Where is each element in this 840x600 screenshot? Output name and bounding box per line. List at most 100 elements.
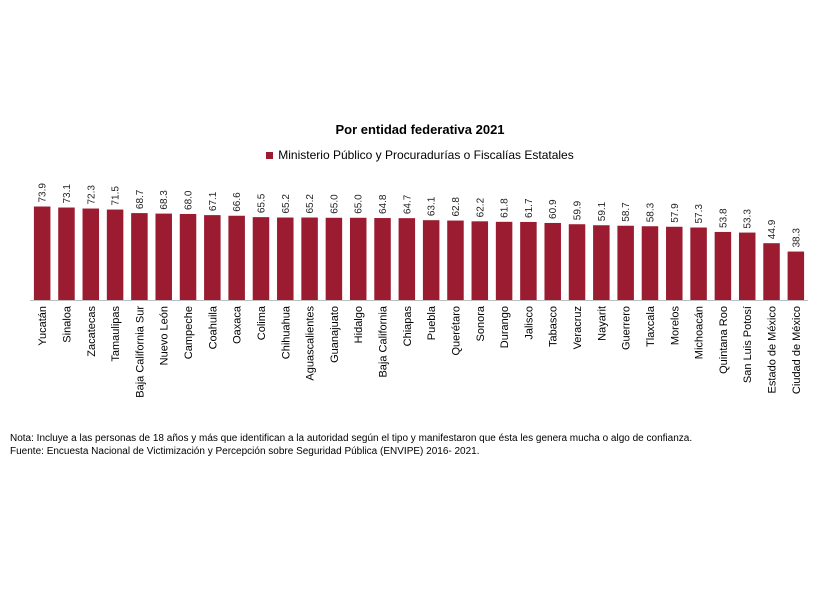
category-label: Chihuahua	[280, 305, 292, 359]
category-label: Oaxaca	[232, 305, 244, 344]
category-label: Jalisco	[523, 306, 535, 340]
bar	[106, 209, 124, 300]
value-label: 57.3	[694, 204, 705, 224]
bar	[544, 222, 561, 300]
value-label: 62.2	[475, 197, 486, 217]
value-label: 65.5	[256, 193, 267, 213]
bar	[617, 225, 634, 300]
category-label: Querétaro	[450, 306, 462, 356]
bar	[58, 207, 75, 300]
value-label: 57.9	[670, 203, 681, 223]
value-label: 68.7	[135, 189, 146, 209]
bar	[690, 227, 707, 300]
category-label: Tamaulipas	[110, 306, 122, 362]
category-label: Baja California Sur	[134, 306, 146, 398]
value-label: 67.1	[208, 191, 219, 211]
bar	[666, 226, 683, 300]
category-label: Aguascalientes	[305, 306, 317, 381]
bar	[738, 232, 756, 300]
legend-label: Ministerio Público y Procuradurías o Fis…	[278, 148, 574, 162]
bar	[301, 217, 318, 300]
value-label: 64.8	[378, 194, 389, 214]
category-label: Ciudad de México	[791, 306, 803, 394]
value-label: 72.3	[86, 185, 97, 205]
bar	[179, 213, 197, 300]
category-label: San Luis Potosí	[742, 306, 754, 383]
value-label: 65.2	[281, 194, 292, 214]
category-label: Guerrero	[621, 306, 633, 350]
value-label: 62.8	[451, 197, 462, 217]
category-label: Chiapas	[402, 306, 414, 347]
bar	[374, 218, 391, 300]
bar	[131, 213, 148, 300]
bar	[33, 206, 51, 300]
bar	[495, 221, 513, 300]
category-label: Campeche	[183, 306, 195, 359]
bar	[593, 225, 610, 300]
bar	[252, 217, 270, 300]
category-label: Guanajuato	[329, 306, 341, 363]
bar	[422, 220, 440, 300]
category-label: Morelos	[669, 306, 681, 346]
value-label: 58.7	[621, 202, 632, 222]
category-label: Yucatán	[37, 306, 49, 346]
category-label: Coahuila	[207, 305, 219, 349]
value-label: 68.3	[159, 190, 170, 210]
value-label: 65.0	[329, 194, 340, 214]
category-label: Zacatecas	[86, 306, 98, 357]
bar	[82, 208, 100, 300]
value-label: 68.0	[184, 190, 195, 210]
chart-title: Por entidad federativa 2021	[335, 122, 505, 137]
value-label: 58.3	[645, 202, 656, 222]
category-label: Estado de México	[767, 306, 779, 393]
category-label: Nayarit	[596, 306, 608, 341]
category-label: Tabasco	[548, 306, 560, 347]
value-label: 71.5	[111, 186, 122, 206]
bar	[471, 221, 489, 300]
category-label: Puebla	[426, 305, 438, 340]
bar	[155, 213, 172, 300]
category-label: Hidalgo	[353, 306, 365, 343]
bar	[228, 215, 245, 300]
bar	[787, 251, 805, 300]
value-label: 53.8	[718, 208, 729, 228]
bar	[398, 218, 416, 300]
value-label: 44.9	[767, 219, 778, 239]
bar	[641, 226, 659, 300]
category-label: Baja California	[378, 305, 390, 377]
value-label: 65.2	[305, 194, 316, 214]
bar	[325, 217, 343, 300]
bar	[568, 224, 586, 300]
bar	[447, 220, 464, 300]
source-text: Fuente: Encuesta Nacional de Victimizaci…	[10, 446, 480, 457]
bar	[714, 231, 732, 300]
value-label: 66.6	[232, 192, 243, 212]
value-label: 73.9	[38, 183, 49, 203]
note-text: Nota: Incluye a las personas de 18 años …	[10, 433, 693, 444]
category-label: Tlaxcala	[645, 305, 657, 347]
value-label: 38.3	[791, 228, 802, 248]
bar	[520, 221, 537, 300]
category-label: Sonora	[475, 305, 487, 341]
bar	[204, 215, 221, 300]
value-label: 61.8	[500, 198, 511, 218]
footnotes: Nota: Incluye a las personas de 18 años …	[10, 432, 822, 458]
category-label: Michoacán	[694, 306, 706, 359]
category-label: Nuevo León	[159, 306, 171, 365]
value-label: 61.7	[524, 198, 535, 218]
bar	[763, 243, 780, 300]
chart-legend: Ministerio Público y Procuradurías o Fis…	[0, 148, 840, 162]
value-label: 63.1	[427, 196, 438, 216]
category-label: Veracruz	[572, 306, 584, 349]
legend-swatch	[266, 151, 274, 159]
value-label: 73.1	[62, 184, 73, 204]
value-label: 53.3	[743, 209, 754, 229]
bar	[349, 217, 367, 300]
value-label: 59.9	[573, 200, 584, 220]
value-label: 64.7	[402, 194, 413, 214]
category-label: Quintana Roo	[718, 306, 730, 374]
category-label: Colima	[256, 305, 268, 340]
bar	[277, 217, 294, 300]
